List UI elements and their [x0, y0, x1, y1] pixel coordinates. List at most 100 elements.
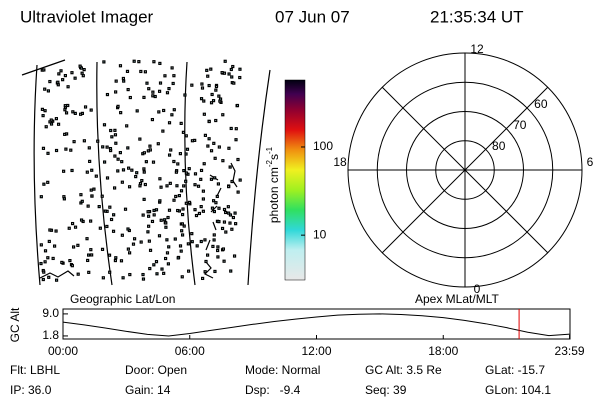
x-tick-label: 12:00 — [301, 344, 331, 358]
image-pixel — [153, 94, 157, 99]
image-pixel — [143, 182, 147, 187]
image-pixel — [54, 117, 58, 121]
image-pixel — [42, 270, 46, 274]
image-pixel — [209, 149, 214, 153]
image-pixel — [143, 70, 147, 74]
coastline — [39, 270, 75, 279]
image-pixel — [159, 185, 163, 189]
image-pixel — [79, 218, 84, 222]
map-line — [96, 61, 113, 286]
image-pixel — [139, 69, 143, 74]
image-pixel — [105, 176, 110, 180]
image-pixel — [114, 79, 118, 83]
lat-ring — [435, 140, 495, 200]
image-pixel — [86, 204, 90, 208]
image-pixel — [235, 103, 240, 108]
image-pixel — [146, 149, 150, 153]
image-pixel — [236, 157, 240, 162]
image-pixel — [180, 233, 185, 237]
image-pixel — [201, 189, 205, 193]
image-pixel — [85, 170, 89, 174]
image-pixel — [204, 259, 208, 264]
image-pixel — [54, 229, 58, 233]
image-pixel — [89, 248, 93, 252]
image-pixel — [49, 118, 53, 122]
image-pixel — [193, 208, 197, 212]
image-pixel — [62, 169, 66, 173]
image-pixel — [212, 209, 216, 214]
image-pixel — [56, 80, 60, 84]
image-pixel — [69, 148, 73, 152]
image-pixel — [54, 148, 59, 153]
image-pixel — [157, 89, 162, 93]
image-pixel — [80, 199, 84, 203]
image-pixel — [201, 209, 205, 213]
image-pixel — [76, 272, 80, 276]
image-pixel — [157, 110, 161, 114]
image-pixel — [150, 219, 155, 224]
image-pixel — [174, 194, 178, 199]
image-pixel — [213, 156, 217, 160]
image-pixel — [134, 175, 138, 179]
info-field: Door: Open — [125, 363, 187, 377]
image-pixel — [56, 122, 61, 126]
image-pixel — [90, 253, 94, 257]
image-pixel — [203, 238, 207, 242]
image-pixel — [140, 178, 144, 183]
lat-label: 80 — [492, 139, 506, 153]
image-pixel — [169, 148, 173, 152]
image-pixel — [83, 105, 88, 109]
image-pixel — [222, 207, 227, 212]
image-pixel — [184, 201, 188, 205]
image-pixel — [70, 221, 75, 226]
image-pixel — [218, 99, 222, 103]
image-pixel — [73, 76, 77, 80]
image-pixel — [176, 162, 180, 166]
image-pixel — [213, 269, 217, 274]
image-pixel — [164, 225, 168, 229]
image-pixel — [181, 130, 186, 134]
info-field: GLon: 104.1 — [485, 383, 551, 397]
altitude-line — [62, 313, 571, 337]
image-pixel — [161, 129, 165, 133]
image-pixel — [79, 66, 83, 70]
image-pixel — [47, 239, 51, 244]
image-pixel — [172, 198, 176, 202]
image-pixel — [63, 132, 67, 136]
image-pixel — [60, 260, 64, 265]
image-pixel — [210, 206, 215, 210]
unit: s — [267, 154, 281, 160]
image-pixel — [82, 68, 86, 72]
image-pixel — [142, 170, 146, 174]
image-pixel — [90, 168, 94, 172]
image-pixel — [142, 167, 146, 171]
image-pixel — [126, 247, 130, 251]
panel-label: Geographic Lat/Lon — [70, 292, 175, 306]
image-pixel — [42, 182, 46, 186]
image-pixel — [108, 146, 113, 151]
image-pixel — [226, 205, 230, 209]
image-pixel — [185, 147, 190, 151]
image-pixel — [39, 243, 43, 247]
map-line — [33, 64, 41, 286]
image-pixel — [52, 244, 57, 248]
image-pixel — [227, 72, 231, 76]
image-pixel — [236, 190, 240, 194]
image-pixel — [118, 64, 123, 68]
image-pixel — [109, 128, 113, 133]
image-pixel — [107, 253, 112, 257]
image-pixel — [190, 232, 194, 236]
image-pixel — [72, 140, 76, 144]
image-pixel — [48, 228, 52, 232]
exponent: -2 — [265, 159, 274, 167]
image-pixel — [41, 114, 45, 118]
image-pixel — [148, 266, 152, 271]
image-pixel — [109, 217, 114, 222]
image-pixel — [147, 224, 151, 228]
image-pixel — [118, 151, 122, 155]
image-pixel — [114, 256, 118, 260]
image-pixel — [142, 197, 146, 201]
image-pixel — [212, 141, 216, 145]
image-pixel — [155, 272, 159, 276]
image-pixel — [202, 162, 206, 166]
